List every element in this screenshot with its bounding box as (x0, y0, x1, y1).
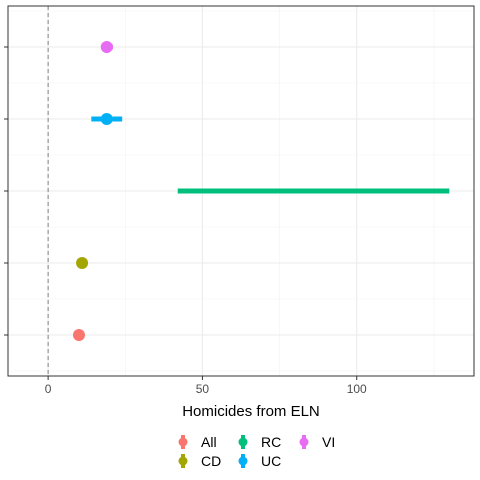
x-axis: 0 50 100 (4, 46, 367, 396)
legend-label-cd: CD (201, 453, 221, 469)
legend-item-cd: CD (178, 453, 221, 469)
data-marks (72, 41, 450, 341)
point-all (72, 329, 85, 341)
legend-item-vi: VI (299, 434, 335, 450)
legend-key-point-all (178, 437, 188, 447)
legend-label-uc: UC (261, 453, 281, 469)
legend-item-rc: RC (238, 434, 281, 450)
legend-key-point-uc (238, 456, 248, 466)
point-uc (100, 113, 113, 125)
x-tick-label: 50 (196, 382, 210, 396)
legend-label-vi: VI (322, 434, 335, 450)
legend-item-uc: UC (238, 453, 281, 469)
legend-key-point-cd (178, 456, 188, 466)
x-axis-title: Homicides from ELN (182, 403, 320, 420)
legend-item-all: All (178, 434, 217, 450)
x-tick-label: 100 (347, 382, 367, 396)
point-cd (76, 257, 89, 269)
legend-label-all: All (201, 434, 217, 450)
legend-label-rc: RC (261, 434, 281, 450)
x-tick-label: 0 (45, 382, 52, 396)
point-vi (100, 41, 113, 53)
legend: All RC VI CD UC (178, 434, 335, 469)
legend-key-point-rc (238, 437, 248, 447)
legend-key-point-vi (299, 437, 309, 447)
